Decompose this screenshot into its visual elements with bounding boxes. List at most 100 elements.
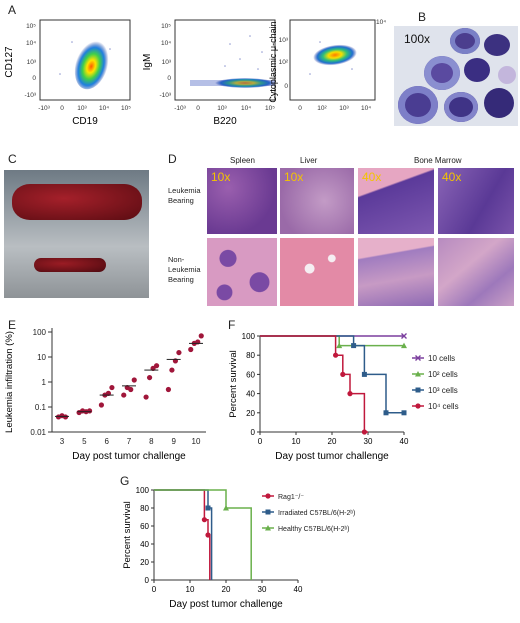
data-point <box>143 394 149 400</box>
x-tick-label: 40 <box>400 437 409 446</box>
x-tick-label: 40 <box>294 585 303 594</box>
normal-spleen <box>34 258 106 272</box>
x-tick-label: 0 <box>258 437 263 446</box>
legend-marker <box>415 403 421 409</box>
plot2-xlabel: B220 <box>213 116 237 127</box>
x-tick-label: 20 <box>222 585 231 594</box>
y-tick-label: 80 <box>246 351 255 360</box>
y-tick-label: 20 <box>140 558 149 567</box>
histology-bm-normal-1 <box>358 238 434 306</box>
histology-bm-leukemia-2: 40x <box>438 168 514 234</box>
x-tick-label: 9 <box>171 437 176 446</box>
spleen-photo <box>4 170 149 298</box>
y-tick-label: 100 <box>33 328 47 337</box>
y-tick-label: 80 <box>140 504 149 513</box>
x-axis-label: Day post tumor challenge <box>72 451 186 462</box>
svg-text:0: 0 <box>167 75 171 82</box>
x-tick-label: 5 <box>82 437 87 446</box>
y-axis-label: Percent survival <box>228 350 239 418</box>
x-tick-label: 30 <box>364 437 373 446</box>
x-tick-label: 3 <box>60 437 65 446</box>
survival-line <box>260 335 368 433</box>
chart-f: 0 20 40 60 80 100 0 10 20 30 40 10 cells 10² cells 10… <box>228 332 459 462</box>
data-point <box>98 402 105 408</box>
plot2-ylabel: IgM <box>142 54 153 71</box>
event-marker <box>383 410 389 416</box>
svg-text:10³: 10³ <box>279 37 289 44</box>
data-point <box>131 377 137 383</box>
svg-text:10⁵: 10⁵ <box>265 105 275 112</box>
survival-line <box>154 489 213 580</box>
magnification-label: 100x <box>404 32 431 46</box>
x-axis-label: Day post tumor challenge <box>275 451 389 462</box>
plot3-ylabel: Cytoplasmic μ-chain <box>268 21 278 102</box>
row-leukemia: Leukemia Bearing <box>168 186 201 205</box>
svg-text:10²: 10² <box>279 59 289 66</box>
sparse-events <box>59 35 353 75</box>
legend-label: Rag1⁻/⁻ <box>278 494 304 501</box>
y-tick-label: 100 <box>136 486 150 495</box>
svg-text:10⁴: 10⁴ <box>161 40 171 47</box>
event-marker <box>205 532 211 538</box>
legend-label: 10⁴ cells <box>428 402 459 411</box>
data-point <box>153 363 160 369</box>
histology-bm-normal-2 <box>438 238 514 306</box>
panel-label-e: E <box>8 318 17 332</box>
y-tick-label: 0 <box>251 428 256 437</box>
plot1-population <box>74 38 110 90</box>
legend-label: 10 cells <box>428 354 455 363</box>
svg-text:10³: 10³ <box>339 105 349 112</box>
survival-line <box>260 335 404 347</box>
svg-text:10⁴: 10⁴ <box>99 105 109 112</box>
event-marker <box>223 505 229 511</box>
y-tick-label: 1 <box>42 378 47 387</box>
svg-text:10⁴: 10⁴ <box>361 105 371 112</box>
legend-label: Healthy C57BL/6(H-2ᵇ) <box>278 526 350 533</box>
event-marker <box>351 343 357 349</box>
x-tick-label: 0 <box>152 585 157 594</box>
col-bone-marrow: Bone Marrow <box>414 156 462 165</box>
svg-text:10⁵: 10⁵ <box>26 23 36 30</box>
x-tick-label: 7 <box>127 437 132 446</box>
chart-e: 0.01 0.1 1 10 100 3 5 6 7 8 9 10 Leukemia infiltrati… <box>4 328 206 462</box>
plot2-frame <box>174 19 276 101</box>
panel-label-b: B <box>418 10 427 24</box>
legend-marker <box>415 355 421 361</box>
svg-text:0: 0 <box>32 75 36 82</box>
plot2-population <box>215 78 275 88</box>
svg-text:0: 0 <box>60 105 64 112</box>
svg-text:10³: 10³ <box>27 59 37 66</box>
svg-text:10³: 10³ <box>162 59 172 66</box>
event-marker <box>361 371 367 377</box>
legend-label: 10² cells <box>428 370 458 379</box>
data-point <box>128 386 134 393</box>
flow-cytometry-plots: 10⁵ 10⁴ 10³ 0 -10³ -10³ 0 10³ 10⁴ 10⁵ 10⁵ 10⁴… <box>4 19 386 127</box>
data-point <box>121 392 127 398</box>
histology-spleen-normal <box>207 238 277 306</box>
y-tick-label: 40 <box>140 540 149 549</box>
data-point <box>62 414 69 420</box>
histology-bm-leukemia-1: 40x <box>358 168 434 234</box>
blood-smear-image: 100x <box>394 26 518 126</box>
x-tick-label: 20 <box>328 437 337 446</box>
y-tick-label: 10 <box>37 353 46 362</box>
event-marker <box>201 517 207 523</box>
y-tick-label: 60 <box>140 522 149 531</box>
svg-text:-10³: -10³ <box>24 92 36 99</box>
event-marker <box>336 342 343 349</box>
y-axis-label: Percent survival <box>122 501 133 569</box>
data-point <box>165 386 172 393</box>
event-marker <box>340 371 346 377</box>
svg-text:10²: 10² <box>317 105 327 112</box>
event-marker <box>401 410 407 416</box>
svg-text:10⁵: 10⁵ <box>121 105 131 112</box>
plot1-ylabel: CD127 <box>4 46 15 78</box>
y-tick-label: 40 <box>246 390 255 399</box>
y-tick-label: 100 <box>242 332 256 341</box>
svg-text:10⁴: 10⁴ <box>26 40 36 47</box>
plot3-frame <box>289 19 376 101</box>
y-tick-label: 60 <box>246 370 255 379</box>
data-point <box>86 408 93 414</box>
row-non-leukemia: Non-Leukemia Bearing <box>168 255 201 284</box>
svg-text:-10³: -10³ <box>38 105 50 112</box>
